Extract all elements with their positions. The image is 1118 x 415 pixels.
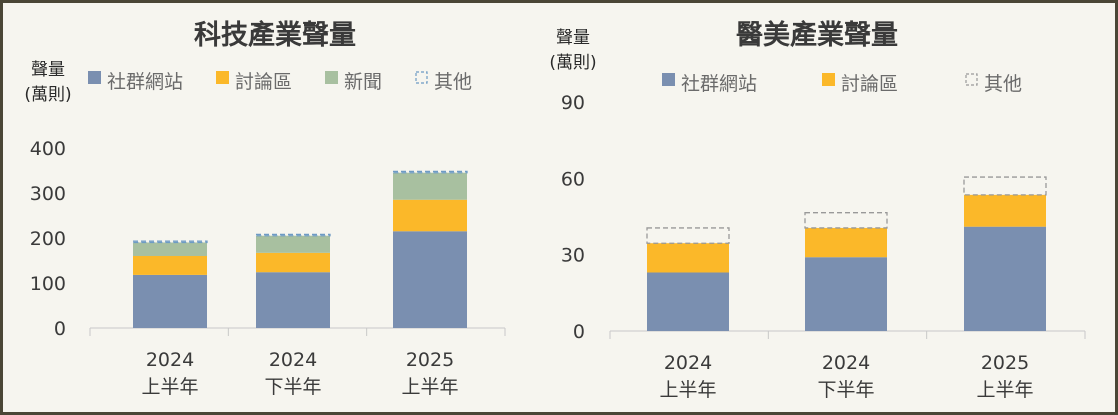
bar-segment-討論區 <box>133 256 207 275</box>
legend-swatch-其他 <box>965 73 978 86</box>
y-tick-label: 300 <box>30 183 66 205</box>
bar-segment-討論區 <box>647 243 729 273</box>
bar-segment-討論區 <box>393 199 467 232</box>
legend-label: 討論區 <box>235 71 292 93</box>
bar-segment-討論區 <box>256 252 330 273</box>
legend-swatch-討論區 <box>216 71 229 84</box>
bar-segment-社群網站 <box>256 272 330 328</box>
legend-label: 社群網站 <box>107 71 183 93</box>
y-tick-label: 30 <box>561 245 585 267</box>
x-tick-label: 下半年 <box>817 379 874 401</box>
y-tick-label: 0 <box>573 321 585 343</box>
chart-1: 醫美產業聲量 聲量 (萬則) 社群網站 討論區 其他 0 30 60 90 2024 上半年 2024 下… <box>549 19 1086 401</box>
legend-label: 新聞 <box>344 71 382 93</box>
bar-segment-其他 <box>392 170 468 174</box>
bar-segment-討論區 <box>805 227 887 258</box>
bar-segment-新聞 <box>133 242 207 256</box>
y-axis-label: 聲量 <box>31 60 65 80</box>
bar-segment-社群網站 <box>133 274 207 328</box>
legend-label: 討論區 <box>841 73 898 95</box>
x-tick-label: 上半年 <box>659 379 716 401</box>
x-tick-label: 上半年 <box>401 376 458 398</box>
bar-segment-社群網站 <box>393 231 467 328</box>
bar-segment-討論區 <box>964 194 1046 227</box>
bar-segment-社群網站 <box>964 226 1046 331</box>
y-tick-label: 200 <box>30 228 66 250</box>
y-axis-label: 聲量 <box>556 28 590 48</box>
bar-segment-其他 <box>132 240 208 244</box>
legend-label: 其他 <box>984 73 1022 95</box>
x-tick-label: 上半年 <box>976 379 1033 401</box>
bar-segment-社群網站 <box>805 257 887 331</box>
x-tick-label: 2024 <box>822 352 870 374</box>
legend-swatch-社群網站 <box>88 71 101 84</box>
legend-swatch-討論區 <box>822 73 835 86</box>
bar-segment-其他 <box>804 212 888 229</box>
y-axis-label: (萬則) <box>24 85 71 105</box>
legend-label: 社群網站 <box>681 73 757 95</box>
x-tick-label: 2024 <box>269 349 317 371</box>
y-axis-label: (萬則) <box>549 53 596 73</box>
legend-swatch-其他 <box>415 71 428 84</box>
legend-swatch-社群網站 <box>662 73 675 86</box>
y-tick-label: 400 <box>30 138 66 160</box>
bar-segment-新聞 <box>256 235 330 253</box>
legend-swatch-新聞 <box>325 71 338 84</box>
x-tick-label: 2025 <box>406 349 454 371</box>
y-tick-label: 90 <box>561 92 585 114</box>
x-tick-label: 上半年 <box>141 376 198 398</box>
bar-segment-社群網站 <box>647 272 729 331</box>
bar-segment-新聞 <box>393 172 467 200</box>
y-tick-label: 100 <box>30 273 66 295</box>
x-tick-label: 2024 <box>664 352 712 374</box>
x-tick-label: 下半年 <box>264 376 321 398</box>
bar-segment-其他 <box>963 176 1047 196</box>
x-tick-label: 2025 <box>981 352 1029 374</box>
chart-title: 科技產業聲量 <box>194 19 356 51</box>
x-tick-label: 2024 <box>146 349 194 371</box>
y-tick-label: 60 <box>561 168 585 190</box>
chart-title: 醫美產業聲量 <box>736 19 898 51</box>
legend-label: 其他 <box>434 71 472 93</box>
bar-segment-其他 <box>646 227 730 244</box>
bar-segment-其他 <box>255 233 331 237</box>
y-tick-label: 0 <box>54 318 66 340</box>
